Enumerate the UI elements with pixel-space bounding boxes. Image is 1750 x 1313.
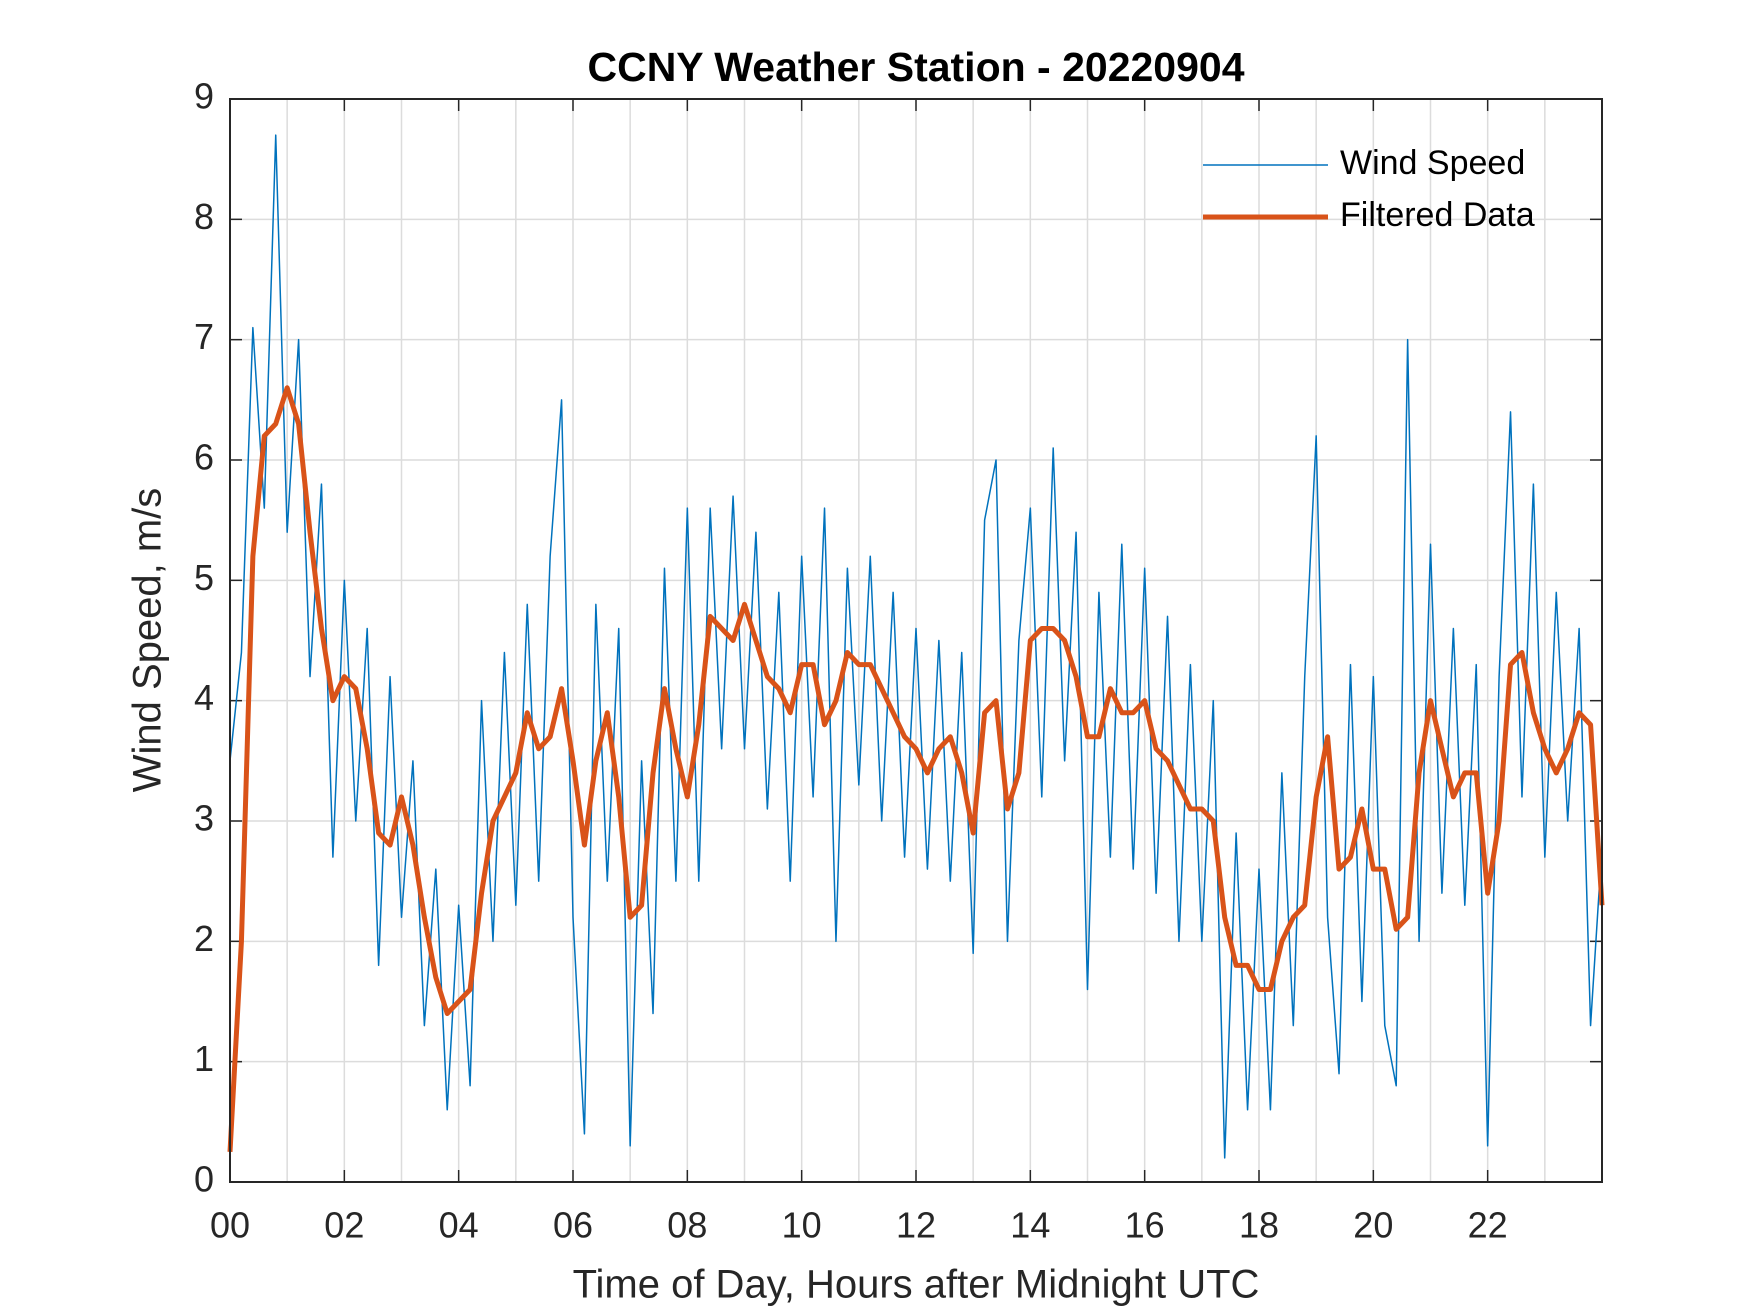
x-tick-label: 18 [1239,1205,1279,1246]
x-tick-label: 10 [782,1205,822,1246]
y-tick-label: 6 [194,437,214,478]
y-tick-label: 7 [194,316,214,357]
x-axis-label: Time of Day, Hours after Midnight UTC [573,1263,1260,1307]
y-tick-label: 9 [194,76,214,117]
y-tick-label: 3 [194,798,214,839]
y-tick-label: 1 [194,1038,214,1079]
x-tick-label: 04 [439,1205,479,1246]
x-tick-label: 20 [1353,1205,1393,1246]
x-tick-label: 14 [1010,1205,1050,1246]
x-tick-label: 00 [210,1205,250,1246]
x-tick-label: 08 [667,1205,707,1246]
legend-label: Wind Speed [1340,144,1525,182]
y-tick-label: 0 [194,1159,214,1200]
x-tick-label: 06 [553,1205,593,1246]
chart-title: CCNY Weather Station - 20220904 [587,44,1244,90]
data-line [227,385,1605,1153]
data-line [229,134,1603,1159]
y-tick-label: 2 [194,918,214,959]
x-tick-label: 22 [1468,1205,1508,1246]
y-tick-label: 5 [194,557,214,598]
x-tick-label: 12 [896,1205,936,1246]
legend-label: Filtered Data [1340,196,1535,234]
x-tick-label: 02 [324,1205,364,1246]
x-tick-label: 16 [1125,1205,1165,1246]
y-tick-label: 4 [194,677,214,718]
y-tick-label: 8 [194,196,214,237]
axes-box [229,98,1603,1183]
y-axis-label: Wind Speed, m/s [126,488,170,793]
